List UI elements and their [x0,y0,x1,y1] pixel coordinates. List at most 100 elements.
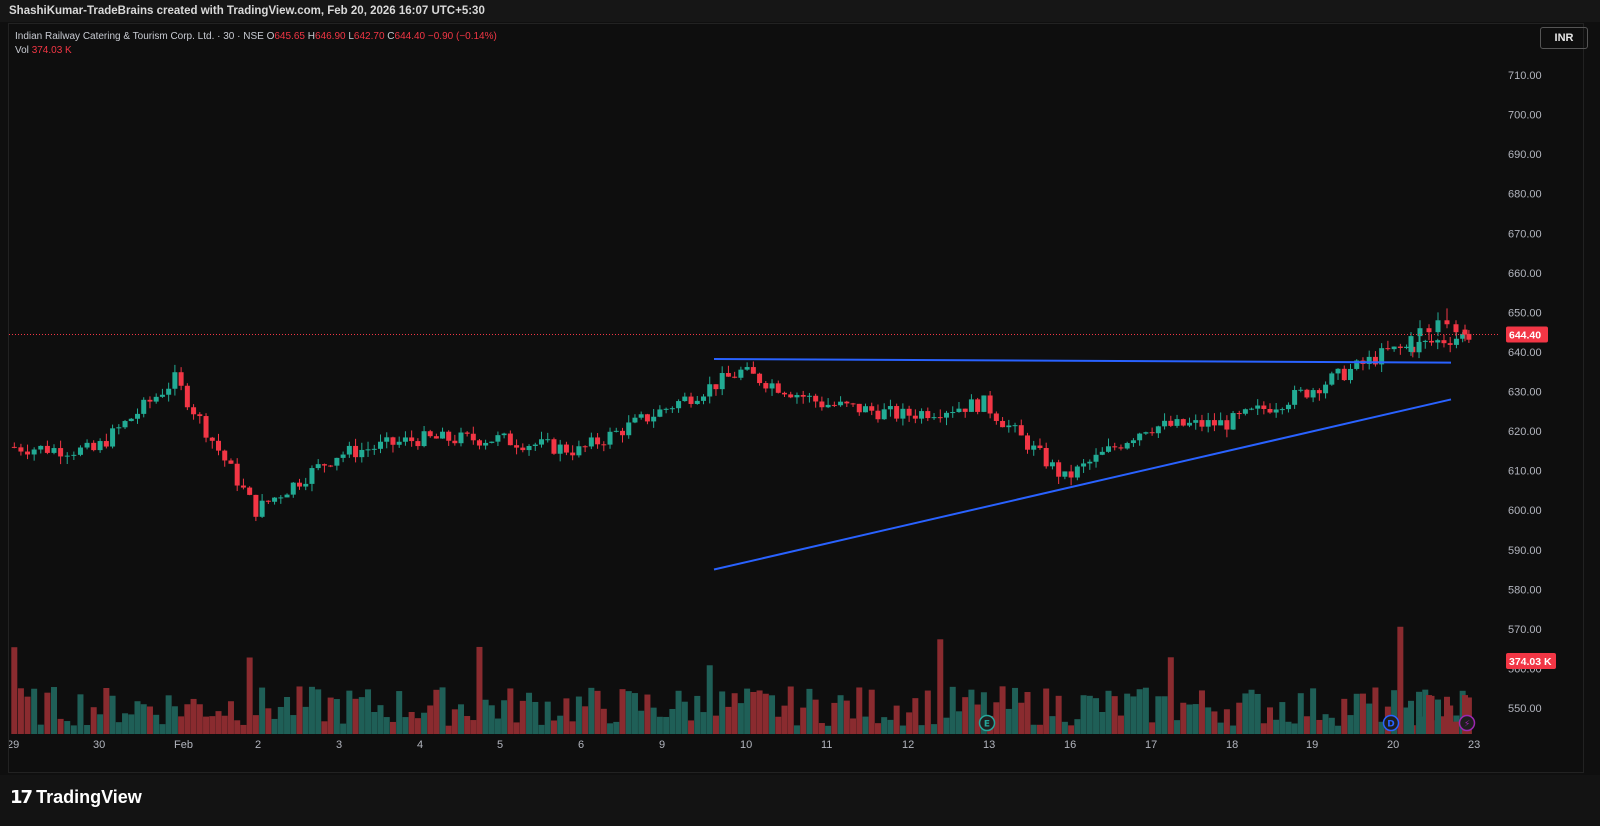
candle-body [1329,373,1335,385]
volume-bar [980,692,987,734]
candle-body [440,431,446,439]
volume-bar [513,722,520,734]
volume-bar [719,691,726,734]
price-tick: 690.00 [1508,149,1542,161]
price-tick: 650.00 [1508,307,1542,319]
candle-body [1093,454,1099,462]
time-tick: 13 [983,739,995,751]
volume-bar [209,716,216,734]
time-tick: 29 [9,739,19,751]
candle-body [1323,384,1329,394]
volume-bar [1426,695,1432,734]
volume-bar [1303,716,1310,734]
volume-bar [51,687,57,734]
candle-body [719,373,725,390]
candle-body [501,433,507,436]
candle-body [987,395,993,414]
price-tick: 630.00 [1508,387,1542,399]
candle-body [1236,413,1242,415]
candle-body [97,441,103,451]
volume-bar [731,693,738,734]
candle-body [1062,471,1068,477]
currency-button[interactable]: INR [1540,27,1588,49]
volume-bar [215,711,222,734]
volume-bar [171,706,178,734]
volume-bar [1155,696,1162,734]
volume-bar [1440,716,1447,734]
volume-bar [688,720,695,734]
candle-body [750,367,756,374]
volume-badge [1506,653,1556,669]
candle-body [1273,409,1279,413]
volume-bar [1444,696,1450,734]
candle-body [58,448,64,457]
candle-body [253,494,259,517]
volume-bar [712,715,719,734]
volume-bar [974,704,981,734]
symbol-title: Indian Railway Catering & Tourism Corp. … [15,31,264,42]
volume-bar [234,720,241,734]
candle-body [1426,328,1432,333]
volume-bar [843,700,850,734]
volume-bar [787,686,794,734]
candle-body [532,444,538,446]
volume-bar [1285,721,1292,734]
candle-body [1025,435,1030,450]
volume-bar [165,695,172,734]
candle-body [1397,346,1403,348]
candle-body [415,441,421,447]
candle-body [240,485,246,488]
candle-body [31,449,37,455]
candle-body [601,444,607,446]
volume-bar [1462,695,1468,734]
volume-bar [1055,695,1062,734]
candle-body [856,403,862,413]
candle-body [303,483,309,487]
candle-body [844,401,850,404]
candle-body [470,433,476,441]
volume-bar [762,693,769,734]
candle-body [1137,433,1143,441]
tradingview-logo-icon: 17 [10,787,33,808]
volume-bar [290,715,297,734]
candle-body [663,408,669,410]
volume-bar [433,689,440,734]
volume-bar [868,689,875,734]
candle-body [563,444,569,453]
volume-bar [57,718,64,734]
volume-bar [943,717,950,734]
last-price-label: 644.40 [1509,330,1541,342]
candle-body [944,412,949,418]
candle-body [925,411,931,419]
volume-bar [1136,689,1143,734]
tradingview-logo[interactable]: 17 TradingView [10,787,142,808]
volume-bar [464,716,471,734]
candle-body [950,412,956,414]
candle-body [384,437,390,442]
price-tick: 660.00 [1508,268,1542,280]
volume-bar [538,724,545,734]
volume-bar [302,706,309,734]
time-tick: 4 [417,739,423,751]
candle-body [1124,443,1130,449]
candle-body [1335,368,1341,374]
volume-bar [1024,692,1031,734]
candle-body [378,441,383,449]
candle-body [1143,432,1149,434]
candle-body [1006,425,1012,428]
candle-body [1174,419,1180,426]
candle-body [110,428,116,447]
candle-body [259,500,265,517]
volume-bar [962,697,969,734]
last-price-badge [1506,326,1548,343]
candle-body [1462,329,1468,335]
candle-body [1081,463,1087,467]
candle-body [682,396,688,402]
price-chart[interactable]: 710.00 700.00 690.00 680.00 670.00 660.00 650.… [9,24,1585,774]
candle-body [707,384,713,397]
chart-frame[interactable]: 710.00 700.00 690.00 680.00 670.00 660.00 650.… [8,23,1584,773]
volume-bar [1086,695,1093,734]
volume-bar [918,725,925,734]
volume-bar [1447,705,1454,734]
candle-body [887,406,893,410]
